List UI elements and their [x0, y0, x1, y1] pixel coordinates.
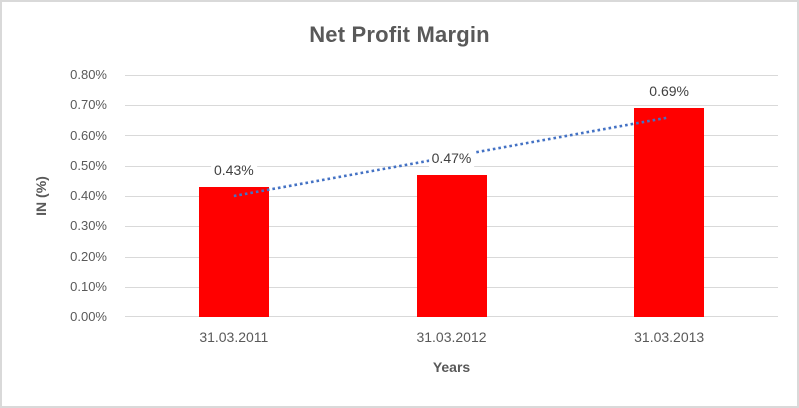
- trendline[interactable]: [125, 75, 778, 317]
- bar[interactable]: [416, 174, 487, 317]
- gridline: [125, 105, 778, 106]
- x-axis-tick-label: 31.03.2013: [634, 329, 705, 345]
- bar[interactable]: [198, 186, 269, 317]
- data-label: 0.47%: [428, 149, 475, 167]
- x-axis-title: Years: [432, 359, 471, 375]
- data-label: 0.69%: [646, 83, 693, 101]
- y-axis-tick-label: 0.10%: [70, 278, 107, 294]
- x-axis-tick-label: 31.03.2012: [416, 329, 487, 345]
- y-axis-tick-label: 0.30%: [70, 218, 107, 234]
- y-axis-tick-label: 0.40%: [70, 188, 107, 203]
- chart-title: Net Profit Margin: [309, 22, 490, 47]
- plot-area: [125, 75, 778, 317]
- y-axis-tick-label: 0.70%: [70, 97, 107, 113]
- gridline: [125, 75, 778, 76]
- y-axis-tick-label: 0.20%: [70, 248, 107, 264]
- y-axis-tick-label: 0.60%: [70, 127, 107, 143]
- data-label: 0.43%: [210, 161, 257, 179]
- y-axis-tick-label: 0.00%: [70, 309, 107, 324]
- y-axis-tick-label: 0.50%: [70, 157, 107, 173]
- gridline: [125, 135, 778, 136]
- y-axis-tick-label: 0.80%: [70, 67, 107, 82]
- x-axis-tick-label: 31.03.2011: [199, 329, 269, 345]
- bar[interactable]: [634, 108, 705, 317]
